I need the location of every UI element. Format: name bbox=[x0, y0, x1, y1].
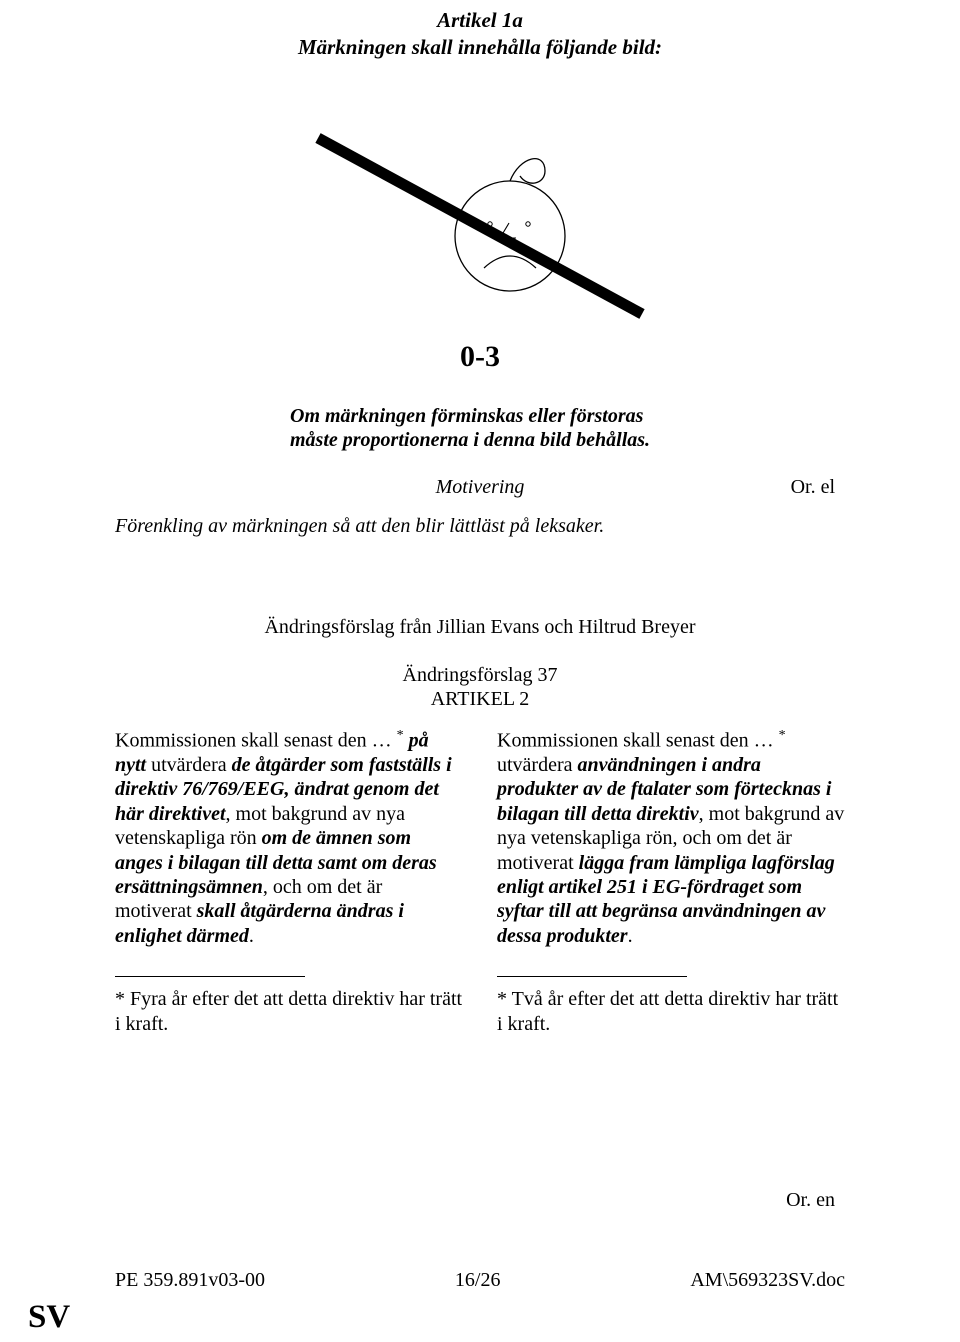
text: . bbox=[628, 925, 633, 947]
motivering-label: Motivering bbox=[115, 476, 845, 499]
motivation-text: Förenkling av märkningen så att den blir… bbox=[115, 515, 845, 538]
page-footer: PE 359.891v03-00 16/26 AM\569323SV.doc bbox=[115, 1269, 845, 1292]
original-language-el: Or. el bbox=[791, 476, 835, 499]
original-language-en: Or. en bbox=[786, 1189, 835, 1212]
left-footnote: * Fyra år efter det att detta direktiv h… bbox=[115, 948, 463, 1036]
amendment-article: ARTIKEL 2 bbox=[431, 688, 530, 710]
text-bi: * Två år bbox=[497, 988, 563, 1010]
footnote-rule bbox=[497, 976, 687, 977]
amendment-heading: Ändringsförslag 37 ARTIKEL 2 bbox=[115, 663, 845, 711]
text: Kommissionen skall senast den … bbox=[115, 730, 397, 752]
age-label: 0-3 bbox=[115, 340, 845, 374]
text-bi: * Fyra år bbox=[115, 988, 187, 1010]
left-column: Kommissionen skall senast den … * på nyt… bbox=[115, 727, 463, 948]
footnote-marker: * bbox=[397, 728, 404, 743]
footer-left: PE 359.891v03-00 bbox=[115, 1269, 265, 1292]
footer-right: AM\569323SV.doc bbox=[690, 1269, 845, 1292]
footer-center: 16/26 bbox=[455, 1269, 501, 1292]
text: . bbox=[249, 925, 254, 947]
right-column: Kommissionen skall senast den … * utvärd… bbox=[497, 727, 845, 948]
right-footnote: * Två år efter det att detta direktiv ha… bbox=[497, 948, 845, 1036]
amendment-number: Ändringsförslag 37 bbox=[403, 664, 558, 686]
article-title: Artikel 1a bbox=[115, 8, 845, 33]
amendment-author: Ändringsförslag från Jillian Evans och H… bbox=[115, 616, 845, 639]
language-code: SV bbox=[28, 1299, 70, 1336]
text: Kommissionen skall senast den … bbox=[497, 730, 779, 752]
footnote-rule bbox=[115, 976, 305, 977]
amendment-columns: Kommissionen skall senast den … * på nyt… bbox=[115, 727, 845, 948]
text: utvärdera bbox=[146, 754, 232, 776]
warning-figure bbox=[310, 96, 650, 326]
proportion-note: Om märkningen förminskas eller förstoras… bbox=[290, 404, 670, 452]
footnote-marker: * bbox=[779, 728, 786, 743]
page: Artikel 1a Märkningen skall innehålla fö… bbox=[0, 8, 960, 1342]
article-subtitle: Märkningen skall innehålla följande bild… bbox=[115, 35, 845, 60]
footnote-row: * Fyra år efter det att detta direktiv h… bbox=[115, 948, 845, 1036]
text: utvärdera bbox=[497, 754, 578, 776]
